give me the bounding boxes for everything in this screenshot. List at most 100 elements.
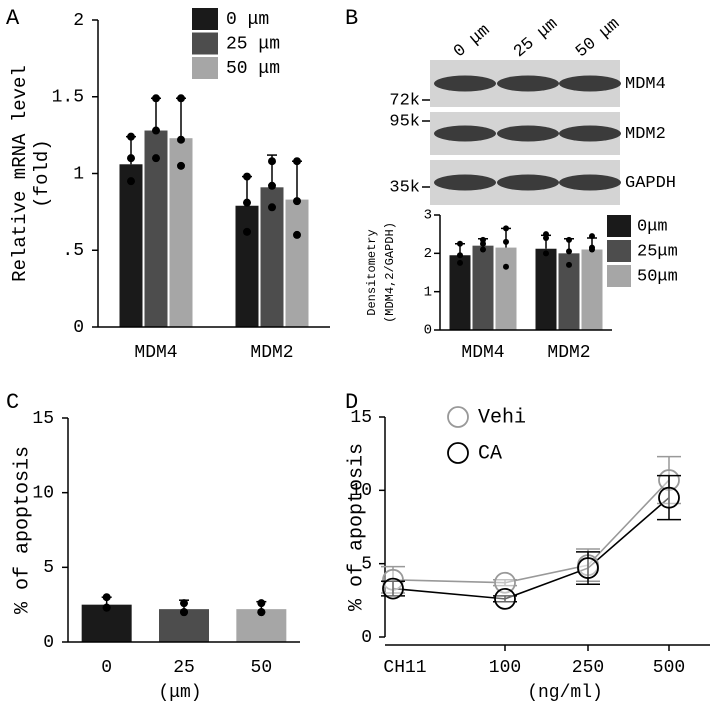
blot-band [434, 75, 496, 92]
y-tick-label: 5 [361, 554, 372, 574]
x-tick-label: 0 [101, 658, 112, 678]
protein-label: MDM2 [625, 125, 666, 144]
y-tick-label: 3 [424, 208, 432, 224]
data-point [243, 172, 251, 181]
y-tick-label: 15 [32, 409, 54, 429]
y-axis-label: % of apoptosis [345, 443, 368, 611]
data-point [457, 252, 463, 259]
y-tick-label: 0 [424, 323, 432, 339]
legend-label: Vehi [478, 406, 526, 429]
data-point [180, 608, 188, 617]
data-point [152, 94, 160, 103]
x-axis-label: (ng/ml) [527, 683, 603, 703]
data-point [658, 486, 680, 509]
blot-band [497, 174, 559, 191]
blot-band [559, 75, 621, 92]
y-tick-label: 2 [73, 11, 84, 31]
legend-label: 50μm [637, 267, 678, 286]
bar [581, 249, 603, 330]
data-point [480, 246, 486, 253]
data-point [503, 225, 509, 232]
bar [285, 199, 309, 327]
x-axis-label: (μm) [158, 683, 201, 703]
size-label: 95k [389, 112, 420, 131]
data-point [127, 154, 135, 163]
x-tick-label: 50 [251, 658, 273, 678]
y-tick-label: 2 [424, 246, 432, 262]
bar [144, 130, 168, 327]
bar [495, 247, 517, 330]
data-point [268, 157, 276, 166]
data-point [566, 261, 572, 268]
panel-label: D [345, 390, 358, 415]
data-point [543, 250, 549, 257]
data-point [243, 227, 251, 236]
bar [535, 248, 557, 330]
blot-band [434, 125, 496, 142]
bar [169, 138, 193, 327]
data-point [457, 240, 463, 247]
bar [260, 187, 284, 327]
legend-swatch [607, 240, 631, 262]
y-axis-label: (MDM4,2/GAPDH) [383, 222, 397, 323]
data-point [127, 132, 135, 141]
data-point [293, 197, 301, 206]
x-tick-label: 500 [653, 658, 685, 678]
data-point [494, 587, 516, 610]
lane-label: 25 μm [511, 15, 562, 62]
x-row-label: CH11 [383, 658, 426, 678]
x-tick-label: 250 [572, 658, 604, 678]
data-point [494, 571, 516, 594]
data-point [102, 593, 111, 602]
x-tick-label: 100 [489, 658, 521, 678]
data-point [257, 599, 266, 608]
data-point [177, 94, 185, 103]
series-line [392, 479, 670, 584]
blot-band [434, 174, 496, 191]
y-tick-label: .5 [62, 241, 84, 261]
blot-band [559, 174, 621, 191]
data-point [566, 248, 572, 255]
legend-label: 50 μm [226, 59, 280, 79]
bar [235, 205, 259, 327]
x-tick-label: MDM4 [134, 343, 177, 363]
legend-swatch [192, 8, 218, 30]
lane-label: 0 μm [451, 21, 494, 62]
legend-label: 0μm [637, 217, 668, 236]
data-point [268, 203, 276, 212]
y-axis-label: Densitometry [365, 229, 379, 315]
legend-label: CA [478, 442, 502, 465]
blot-band [497, 125, 559, 142]
data-point [577, 557, 599, 579]
bar [472, 245, 494, 330]
legend-swatch [607, 215, 631, 237]
y-axis-label: Relative mRNA level [9, 65, 31, 282]
bar [119, 164, 143, 327]
panel-label: C [6, 390, 19, 415]
y-tick-label: 1 [424, 284, 432, 300]
x-tick-label: MDM4 [461, 343, 504, 363]
data-point [589, 233, 595, 240]
y-tick-label: 0 [43, 633, 54, 653]
y-tick-label: 5 [43, 558, 54, 578]
bar [449, 255, 471, 330]
legend-label: 25μm [637, 242, 678, 261]
data-point [268, 181, 276, 190]
data-point [480, 240, 486, 247]
legend-label: 25 μm [226, 34, 280, 54]
protein-label: GAPDH [625, 174, 676, 193]
legend-swatch [192, 32, 218, 55]
data-point [152, 154, 160, 163]
series-line [392, 497, 670, 600]
size-label: 35k [389, 178, 420, 197]
data-point [180, 599, 188, 608]
data-point [152, 126, 160, 135]
data-point [543, 235, 549, 241]
legend-swatch [607, 265, 631, 287]
y-tick-label: 10 [32, 483, 54, 503]
panel-label: B [345, 6, 358, 31]
x-tick-label: 25 [173, 658, 195, 678]
lane-label: 50 μm [573, 15, 624, 62]
bar [558, 253, 580, 330]
